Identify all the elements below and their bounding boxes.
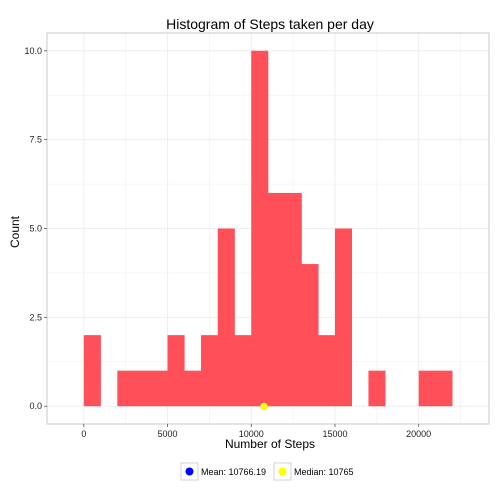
histogram-bar <box>301 264 319 407</box>
histogram-bar <box>117 370 135 407</box>
y-tick-label: 0.0 <box>29 401 42 411</box>
y-tick-label: 5.0 <box>29 224 42 234</box>
y-tick-label: 7.5 <box>29 135 42 145</box>
histogram-bar <box>184 370 202 407</box>
x-tick-label: 20000 <box>406 429 431 439</box>
stat-marker-point <box>260 402 268 410</box>
x-axis-ticks: 0 5000 10000 15000 20000 <box>81 424 431 439</box>
histogram-bar <box>318 335 336 407</box>
histogram-bar <box>334 228 353 407</box>
legend: Mean: 10766.19 Median: 10765 <box>180 462 354 481</box>
x-axis-title: Number of Steps <box>225 437 315 451</box>
histogram-bar <box>201 335 219 407</box>
x-tick-label: 10000 <box>239 429 264 439</box>
histogram-bar <box>167 335 185 407</box>
histogram-bar <box>234 335 252 407</box>
legend-label: Median: 10765 <box>294 467 354 477</box>
histogram-bar <box>268 192 286 407</box>
histogram-bar <box>418 370 436 407</box>
legend-key-dot <box>278 467 287 476</box>
x-tick-label: 15000 <box>322 429 347 439</box>
y-tick-label: 2.5 <box>29 312 42 322</box>
legend-item-median: Median: 10765 <box>273 462 354 481</box>
legend-item-mean: Mean: 10766.19 <box>180 462 266 481</box>
chart-title: Histogram of Steps taken per day <box>166 16 374 32</box>
y-tick-label: 10.0 <box>24 46 42 56</box>
histogram-bar <box>150 370 168 407</box>
histogram-bar <box>284 192 302 407</box>
histogram-bar <box>83 335 101 407</box>
histogram-bar <box>217 228 235 407</box>
x-tick-label: 0 <box>81 429 86 439</box>
legend-label: Mean: 10766.19 <box>201 467 266 477</box>
histogram-bar <box>368 370 386 407</box>
y-axis-title: Count <box>8 215 22 248</box>
histogram-bar <box>251 50 269 407</box>
histogram-bar <box>134 370 152 407</box>
y-axis-ticks: 0.0 2.5 5.0 7.5 10.0 <box>24 46 47 411</box>
stat-markers <box>260 402 268 410</box>
histogram-bars <box>83 50 453 407</box>
legend-key-dot <box>185 467 194 476</box>
histogram-bar <box>435 370 453 407</box>
x-tick-label: 5000 <box>158 429 178 439</box>
